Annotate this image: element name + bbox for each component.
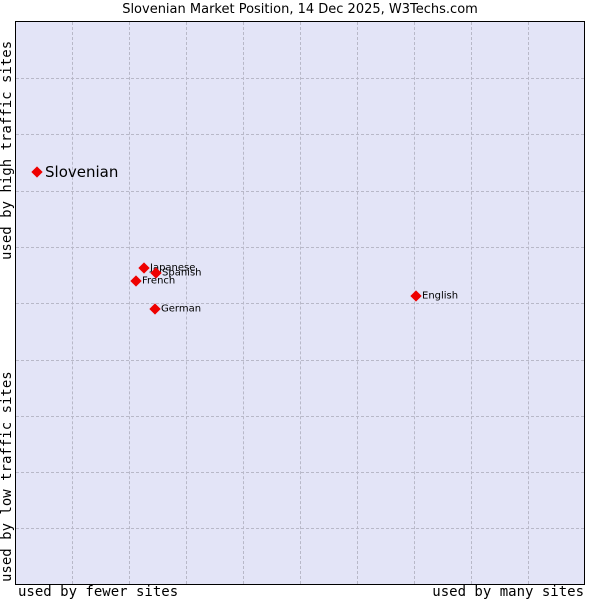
x-axis-label-right: used by many sites (432, 584, 584, 600)
point-label-french: French (142, 275, 176, 287)
x-axis-label-left: used by fewer sites (18, 584, 179, 600)
grid-line (16, 472, 584, 473)
grid-line (16, 191, 584, 192)
grid-line (16, 303, 584, 304)
point-label-spanish: Spanish (162, 267, 202, 279)
grid-line (16, 416, 584, 417)
grid-line (16, 134, 584, 135)
data-point-german (149, 303, 161, 315)
grid-line (16, 247, 584, 248)
data-point-english (410, 290, 422, 302)
grid-line (16, 78, 584, 79)
data-point-french (130, 275, 142, 287)
data-point-japanese (138, 262, 150, 274)
grid-line (16, 528, 584, 529)
point-label-german: German (161, 303, 202, 315)
point-label-slovenian: Slovenian (45, 163, 119, 181)
chart-title: Slovenian Market Position, 14 Dec 2025, … (122, 2, 478, 17)
grid-line (16, 360, 584, 361)
data-point-slovenian (31, 166, 43, 178)
plot-area: Slovenian Japanese Spanish French German… (15, 21, 585, 585)
y-axis-label-top: used by high traffic sites (0, 40, 15, 260)
point-label-japanese: Japanese (150, 262, 196, 274)
y-axis-label-bottom: used by low traffic sites (0, 371, 15, 582)
point-label-english: English (422, 290, 459, 302)
